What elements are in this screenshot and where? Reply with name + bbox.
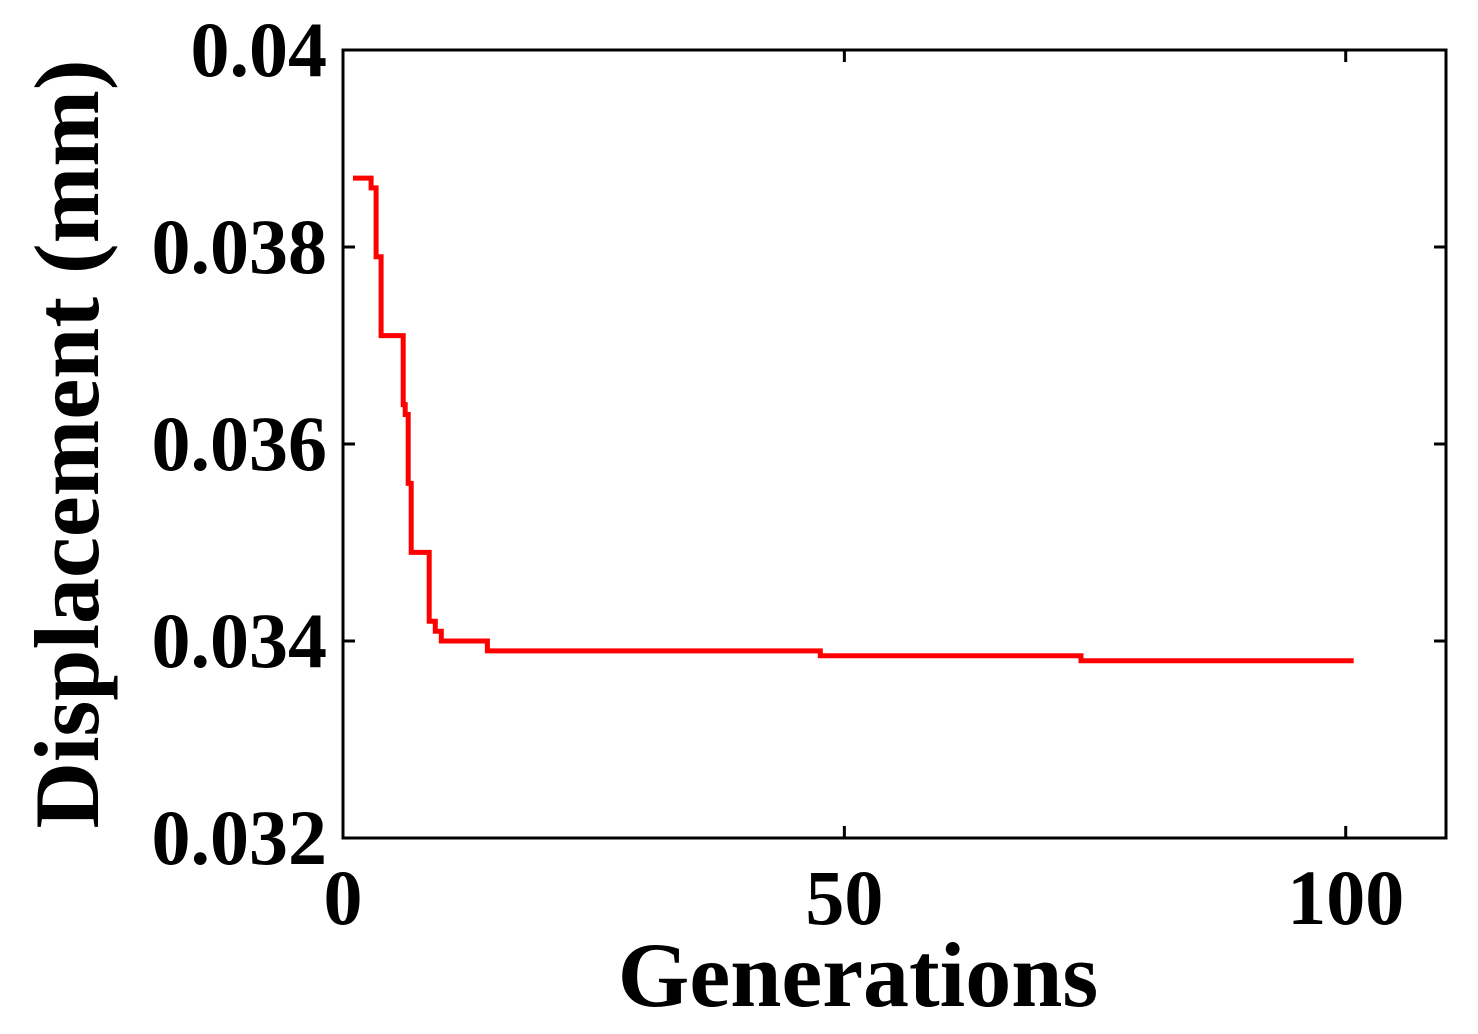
y-tick-label: 0.04 bbox=[191, 6, 328, 93]
y-tick-label: 0.032 bbox=[152, 794, 328, 881]
series-line bbox=[353, 175, 1354, 664]
plot-frame bbox=[341, 48, 1448, 840]
y-axis-title: Displacement (mm) bbox=[16, 59, 118, 828]
x-tick-label: 50 bbox=[805, 854, 883, 941]
y-tick-label: 0.036 bbox=[152, 400, 328, 487]
series-layer bbox=[353, 175, 1354, 664]
y-tick-label: 0.034 bbox=[152, 597, 328, 684]
y-ticks: 0.032 0.034 0.036 0.038 0.04 bbox=[152, 6, 1446, 881]
x-ticks: 0 50 100 bbox=[324, 50, 1404, 941]
y-tick-label: 0.038 bbox=[152, 203, 328, 290]
x-tick-label: 100 bbox=[1287, 854, 1404, 941]
x-tick-label: 0 bbox=[324, 854, 363, 941]
x-axis-title: Generations bbox=[618, 924, 1098, 1026]
